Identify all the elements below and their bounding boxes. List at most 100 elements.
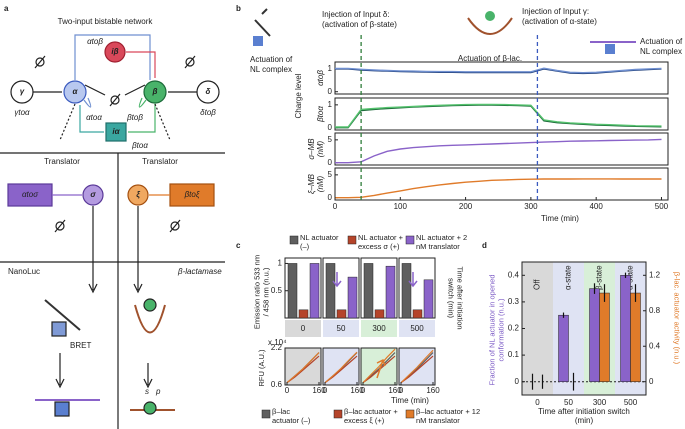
state-label: β-state	[595, 265, 604, 290]
annotation: Injection of Input δ:	[322, 10, 390, 19]
arrow	[376, 358, 386, 379]
legend-swatch	[405, 409, 415, 419]
x-tick-label: 160	[350, 386, 364, 395]
x-axis-label: Time after initiation switch (min)	[538, 407, 630, 425]
category-label: 50	[564, 398, 573, 407]
diagram-title: Two-input bistable network	[58, 17, 154, 26]
bar	[630, 292, 641, 382]
bar	[325, 263, 336, 319]
legend-swatch	[347, 235, 357, 245]
panel-label: a	[4, 4, 9, 13]
y-axis-label: βtoα	[316, 106, 325, 123]
plot-frame	[334, 132, 669, 166]
y2-tick-label: 0.8	[649, 306, 661, 315]
x-tick-label: 400	[589, 202, 603, 211]
node-label: γ	[20, 87, 25, 96]
node-label: ξ	[136, 190, 140, 199]
product-label: p	[155, 387, 161, 396]
y-tick-label: 1	[328, 100, 333, 109]
y-axis-label: RFU (A.U.)	[256, 349, 266, 387]
y-axis-label: (nM)	[316, 140, 325, 157]
y-tick-label: 0	[515, 377, 520, 386]
group-background	[285, 320, 321, 337]
data-line	[335, 67, 662, 74]
data-line	[286, 352, 320, 384]
bar	[558, 314, 569, 382]
legend-swatch	[261, 409, 271, 419]
annotation: NL complex	[250, 65, 292, 74]
icon	[253, 36, 263, 46]
data-line	[362, 348, 396, 384]
legend-label: NL actuator + 2 nM translator	[416, 233, 468, 251]
arrow	[332, 272, 342, 288]
bar	[374, 309, 385, 319]
category-label: 500	[624, 398, 638, 407]
y-axis-label: Emission ratio 533 nm / 458 nm (n.u.)	[252, 254, 271, 330]
edge-label: αtoβ	[87, 37, 103, 46]
diagram-layout	[0, 34, 225, 429]
arrow	[408, 272, 418, 288]
bar	[620, 275, 631, 382]
x-tick-label: 0	[361, 386, 366, 395]
category-label: 500	[410, 324, 424, 333]
bar	[363, 263, 374, 319]
annotation: Actuation of β-lac.	[458, 54, 522, 63]
translator-label: Translator	[142, 157, 178, 166]
node-label: iβ	[111, 47, 118, 56]
y2-tick-label: 0	[649, 377, 654, 386]
y-tick-label: 1	[328, 64, 333, 73]
y-axis-label: Fraction of NL actuator in opened confor…	[487, 274, 506, 386]
group-background	[522, 262, 553, 395]
y-tick-label: 0	[328, 158, 333, 167]
data-line	[400, 349, 434, 384]
box-label: αtoσ	[22, 190, 39, 199]
icon	[254, 8, 271, 37]
annotation: Actuation of	[250, 55, 293, 64]
y-tick-label: 2.2	[271, 343, 283, 352]
annotation: NL complex	[640, 47, 682, 56]
node-label: σ	[90, 190, 96, 199]
legend-swatch	[289, 235, 299, 245]
y-tick-label: 0.5	[271, 286, 283, 295]
category-label: 0	[535, 398, 540, 407]
plot-frame	[334, 97, 669, 131]
category-label: 50	[337, 324, 346, 333]
x-axis-label: Time (min)	[391, 396, 429, 405]
y-tick-label: 0.6	[271, 380, 283, 389]
annotation: Injection of Input γ:	[522, 7, 589, 16]
y-tick-label: 0	[328, 193, 333, 202]
y-axis-label: (nM)	[316, 175, 325, 192]
state-label: Off	[533, 279, 542, 290]
edge-label: γtoα	[14, 108, 30, 117]
panel-label: d	[482, 241, 487, 250]
legend-label: β–lac actuator + 12 nM translator	[416, 407, 481, 425]
x-tick-label: 160	[426, 386, 440, 395]
x-tick-label: 500	[655, 202, 669, 211]
data-line	[400, 355, 434, 384]
y-tick-label: 0.4	[508, 270, 520, 279]
edge-label: βtoβ	[126, 113, 143, 122]
x-tick-label: 100	[394, 202, 408, 211]
panel-label: b	[236, 4, 241, 13]
bar	[309, 263, 320, 319]
bar	[599, 292, 610, 382]
data-line	[335, 178, 662, 199]
y-axis-label: αtoβ	[316, 70, 325, 86]
data-line	[335, 103, 662, 128]
annotation: (activation of β-state)	[322, 20, 397, 29]
bar	[336, 309, 347, 319]
y2-axis-label: β-lac. actuator activity (n.u.)	[672, 271, 682, 365]
y-tick-label: 0	[328, 123, 333, 132]
x-tick-label: 0	[399, 386, 404, 395]
y-axis-label: ξ–MB	[307, 173, 316, 194]
icon	[605, 44, 615, 54]
plot-frame	[334, 61, 669, 95]
icon	[467, 17, 513, 35]
node-label: α	[73, 87, 79, 96]
legend-swatch	[333, 409, 343, 419]
y2-tick-label: 0.4	[649, 341, 661, 350]
bar	[401, 263, 412, 319]
substrate-label: s	[145, 387, 149, 396]
y-tick-label: 0.1	[508, 350, 520, 359]
